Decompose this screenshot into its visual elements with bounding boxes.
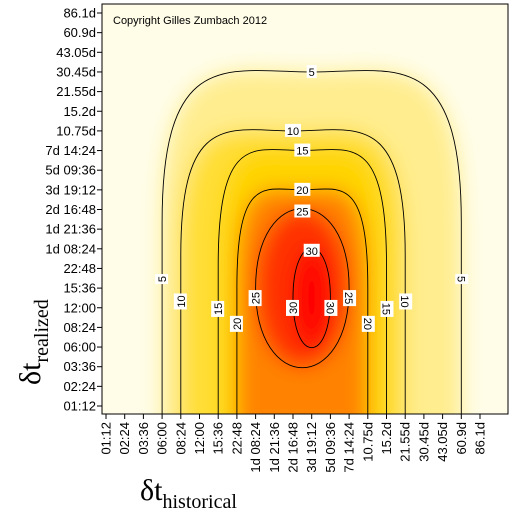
contour-label: 10	[398, 293, 413, 310]
y-tick-label: 43.05d	[56, 45, 96, 60]
y-tick-label: 7d 14:24	[45, 143, 96, 158]
x-tick-label: 1d 08:24	[248, 422, 263, 473]
contour-labels: 5 5 5 10 10 10 15 15 15 20 20 20 25 25 25 30 30 30	[155, 64, 469, 332]
y-tick-label: 22:48	[63, 261, 96, 276]
y-tick-label: 01:12	[63, 399, 96, 414]
svg-text:25: 25	[342, 292, 354, 304]
svg-text:10: 10	[398, 295, 410, 307]
contour-label: 20	[229, 315, 244, 332]
x-tick-label: 86.1d	[473, 422, 488, 455]
y-tick-label: 15.2d	[63, 104, 96, 119]
y-tick-label: 1d 08:24	[45, 241, 96, 256]
y-axis-subscript: realized	[31, 299, 53, 362]
contour-label: 30	[323, 299, 338, 316]
contour-label: 20	[294, 182, 311, 197]
contour-label: 15	[380, 300, 394, 317]
contour-line-25	[255, 208, 350, 369]
x-tick-label: 60.9d	[454, 422, 469, 455]
contour-label: 10	[285, 123, 301, 138]
svg-text:15: 15	[380, 303, 392, 315]
svg-text:5: 5	[309, 67, 315, 79]
x-tick-label: 08:24	[173, 422, 188, 455]
contour-label: 25	[248, 290, 263, 307]
x-axis-title: δthistorical	[140, 474, 237, 512]
x-tick-label: 02:24	[117, 422, 132, 455]
x-tick-label: 10.75d	[360, 422, 375, 462]
x-tick-label: 5d 09:36	[323, 422, 338, 473]
svg-text:15: 15	[213, 303, 225, 315]
y-tick-label: 02:24	[63, 379, 96, 394]
contour-label: 30	[303, 243, 320, 258]
y-axis: 01:12 02:24 03:36 06:00 08:24 12:00 15:36 22:48…	[45, 6, 102, 414]
x-tick-label: 7d 14:24	[342, 422, 357, 473]
y-tick-label: 5d 09:36	[45, 163, 96, 178]
contour-label: 5	[454, 274, 469, 285]
contour-label: 15	[211, 300, 225, 317]
x-tick-label: 15.2d	[379, 422, 394, 455]
x-tick-label: 06:00	[155, 422, 170, 455]
y-tick-label: 86.1d	[63, 6, 96, 21]
x-axis-subscript: historical	[162, 491, 237, 512]
svg-text:20: 20	[296, 185, 308, 197]
x-tick-label: 22:48	[229, 422, 244, 455]
x-tick-label: 03:36	[136, 422, 151, 455]
svg-text:20: 20	[232, 318, 244, 330]
x-axis-symbol: δt	[140, 474, 163, 507]
x-tick-label: 3d 19:12	[304, 422, 319, 473]
y-tick-label: 08:24	[63, 320, 96, 335]
contour-label: 30	[286, 299, 300, 316]
y-tick-label: 03:36	[63, 359, 96, 374]
x-tick-label: 43.05d	[435, 422, 450, 462]
copyright-text: Copyright Gilles Zumbach 2012	[113, 15, 267, 27]
svg-text:25: 25	[296, 207, 308, 219]
contour-label: 15	[294, 143, 311, 158]
x-tick-label: 1d 21:36	[267, 422, 282, 473]
svg-text:10: 10	[287, 126, 299, 138]
y-tick-label: 3d 19:12	[45, 182, 96, 197]
x-tick-label: 21.55d	[398, 422, 413, 462]
y-tick-label: 60.9d	[63, 25, 96, 40]
svg-text:5: 5	[157, 276, 169, 282]
svg-text:15: 15	[296, 146, 308, 158]
svg-text:25: 25	[251, 292, 263, 304]
contour-fill-30	[293, 248, 331, 348]
contour-label: 20	[361, 315, 375, 332]
y-tick-label: 2d 16:48	[45, 202, 96, 217]
y-tick-label: 30.45d	[56, 64, 96, 79]
contour-label: 25	[342, 290, 357, 307]
y-tick-label: 1d 21:36	[45, 222, 96, 237]
contour-line-30	[292, 247, 331, 349]
x-tick-label: 15:36	[211, 422, 226, 455]
contour-label: 25	[294, 204, 311, 219]
contour-label: 5	[306, 64, 317, 79]
contour-label: 5	[155, 274, 169, 285]
svg-text:5: 5	[454, 276, 466, 282]
x-tick-label: 12:00	[192, 422, 207, 455]
svg-text:10: 10	[176, 295, 188, 307]
y-axis-symbol: δt	[14, 362, 47, 385]
x-axis: 01:12 02:24 03:36 06:00 08:24 12:00 15:36 22:48…	[99, 414, 488, 473]
y-tick-label: 15:36	[63, 281, 96, 296]
x-tick-label: 30.45d	[416, 422, 431, 462]
y-tick-label: 12:00	[63, 300, 96, 315]
y-tick-label: 06:00	[63, 340, 96, 355]
svg-text:30: 30	[306, 246, 318, 258]
contour-label: 10	[173, 293, 188, 310]
svg-text:30: 30	[288, 302, 300, 314]
x-tick-label: 2d 16:48	[286, 422, 301, 473]
x-tick-label: 01:12	[99, 422, 114, 455]
svg-text:20: 20	[361, 318, 373, 330]
y-tick-label: 21.55d	[56, 84, 96, 99]
y-axis-title: δtrealized	[14, 299, 53, 385]
svg-text:30: 30	[323, 302, 335, 314]
y-tick-label: 10.75d	[56, 123, 96, 138]
